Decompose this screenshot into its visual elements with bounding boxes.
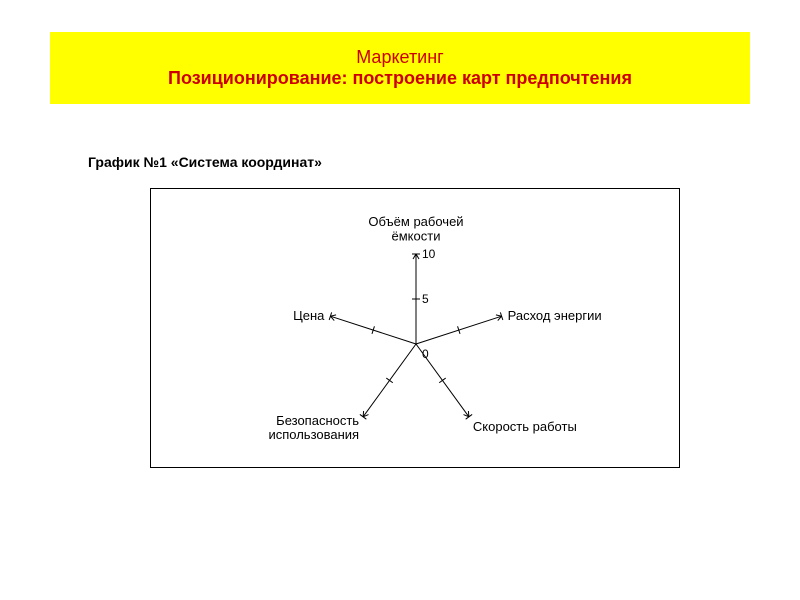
svg-text:Объём рабочейёмкости: Объём рабочейёмкости <box>368 214 463 243</box>
svg-text:Скорость работы: Скорость работы <box>473 419 577 434</box>
svg-text:5: 5 <box>422 292 429 306</box>
header-title: Маркетинг <box>356 47 444 68</box>
svg-text:Расход энергии: Расход энергии <box>508 308 602 323</box>
header-banner: Маркетинг Позиционирование: построение к… <box>50 32 750 104</box>
chart-title: График №1 «Система координат» <box>88 154 322 170</box>
svg-text:10: 10 <box>422 247 436 261</box>
svg-text:0: 0 <box>422 347 429 361</box>
header-subtitle: Позиционирование: построение карт предпо… <box>168 68 632 89</box>
svg-text:Безопасностьиспользования: Безопасностьиспользования <box>268 413 359 442</box>
radar-chart-box: Объём рабочейёмкости Расход энергии Скорос… <box>150 188 680 468</box>
svg-text:Цена: Цена <box>293 308 325 323</box>
radar-axes-svg: Объём рабочейёмкости Расход энергии Скорос… <box>151 189 681 469</box>
